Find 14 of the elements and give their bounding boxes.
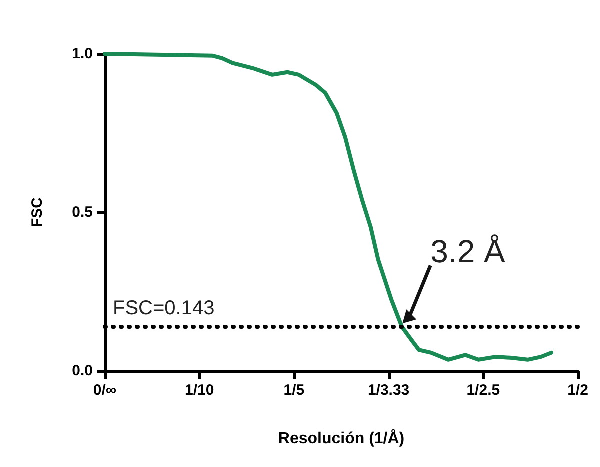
y-tick-label: 1.0	[72, 46, 93, 62]
x-tick-label: 1/5	[284, 382, 305, 399]
line-series	[103, 52, 554, 362]
x-tick-label: 1/2.5	[466, 382, 500, 399]
y-tick-label: 0.5	[72, 204, 93, 221]
y-tick-label: 0.0	[72, 362, 93, 380]
ref-line-label: FSC=0.143	[113, 298, 215, 320]
x-tick-label: 1/3.33	[368, 382, 410, 399]
x-tick-label: 1/10	[185, 382, 214, 399]
x-tick-label: 1/2	[568, 382, 588, 399]
x-tick-label: 0/∞	[93, 382, 117, 399]
x-axis-title: Resolución (1/Å)	[278, 428, 405, 448]
annotation: 3.2 Å	[430, 234, 506, 270]
y-axis-title: FSC	[29, 197, 46, 228]
